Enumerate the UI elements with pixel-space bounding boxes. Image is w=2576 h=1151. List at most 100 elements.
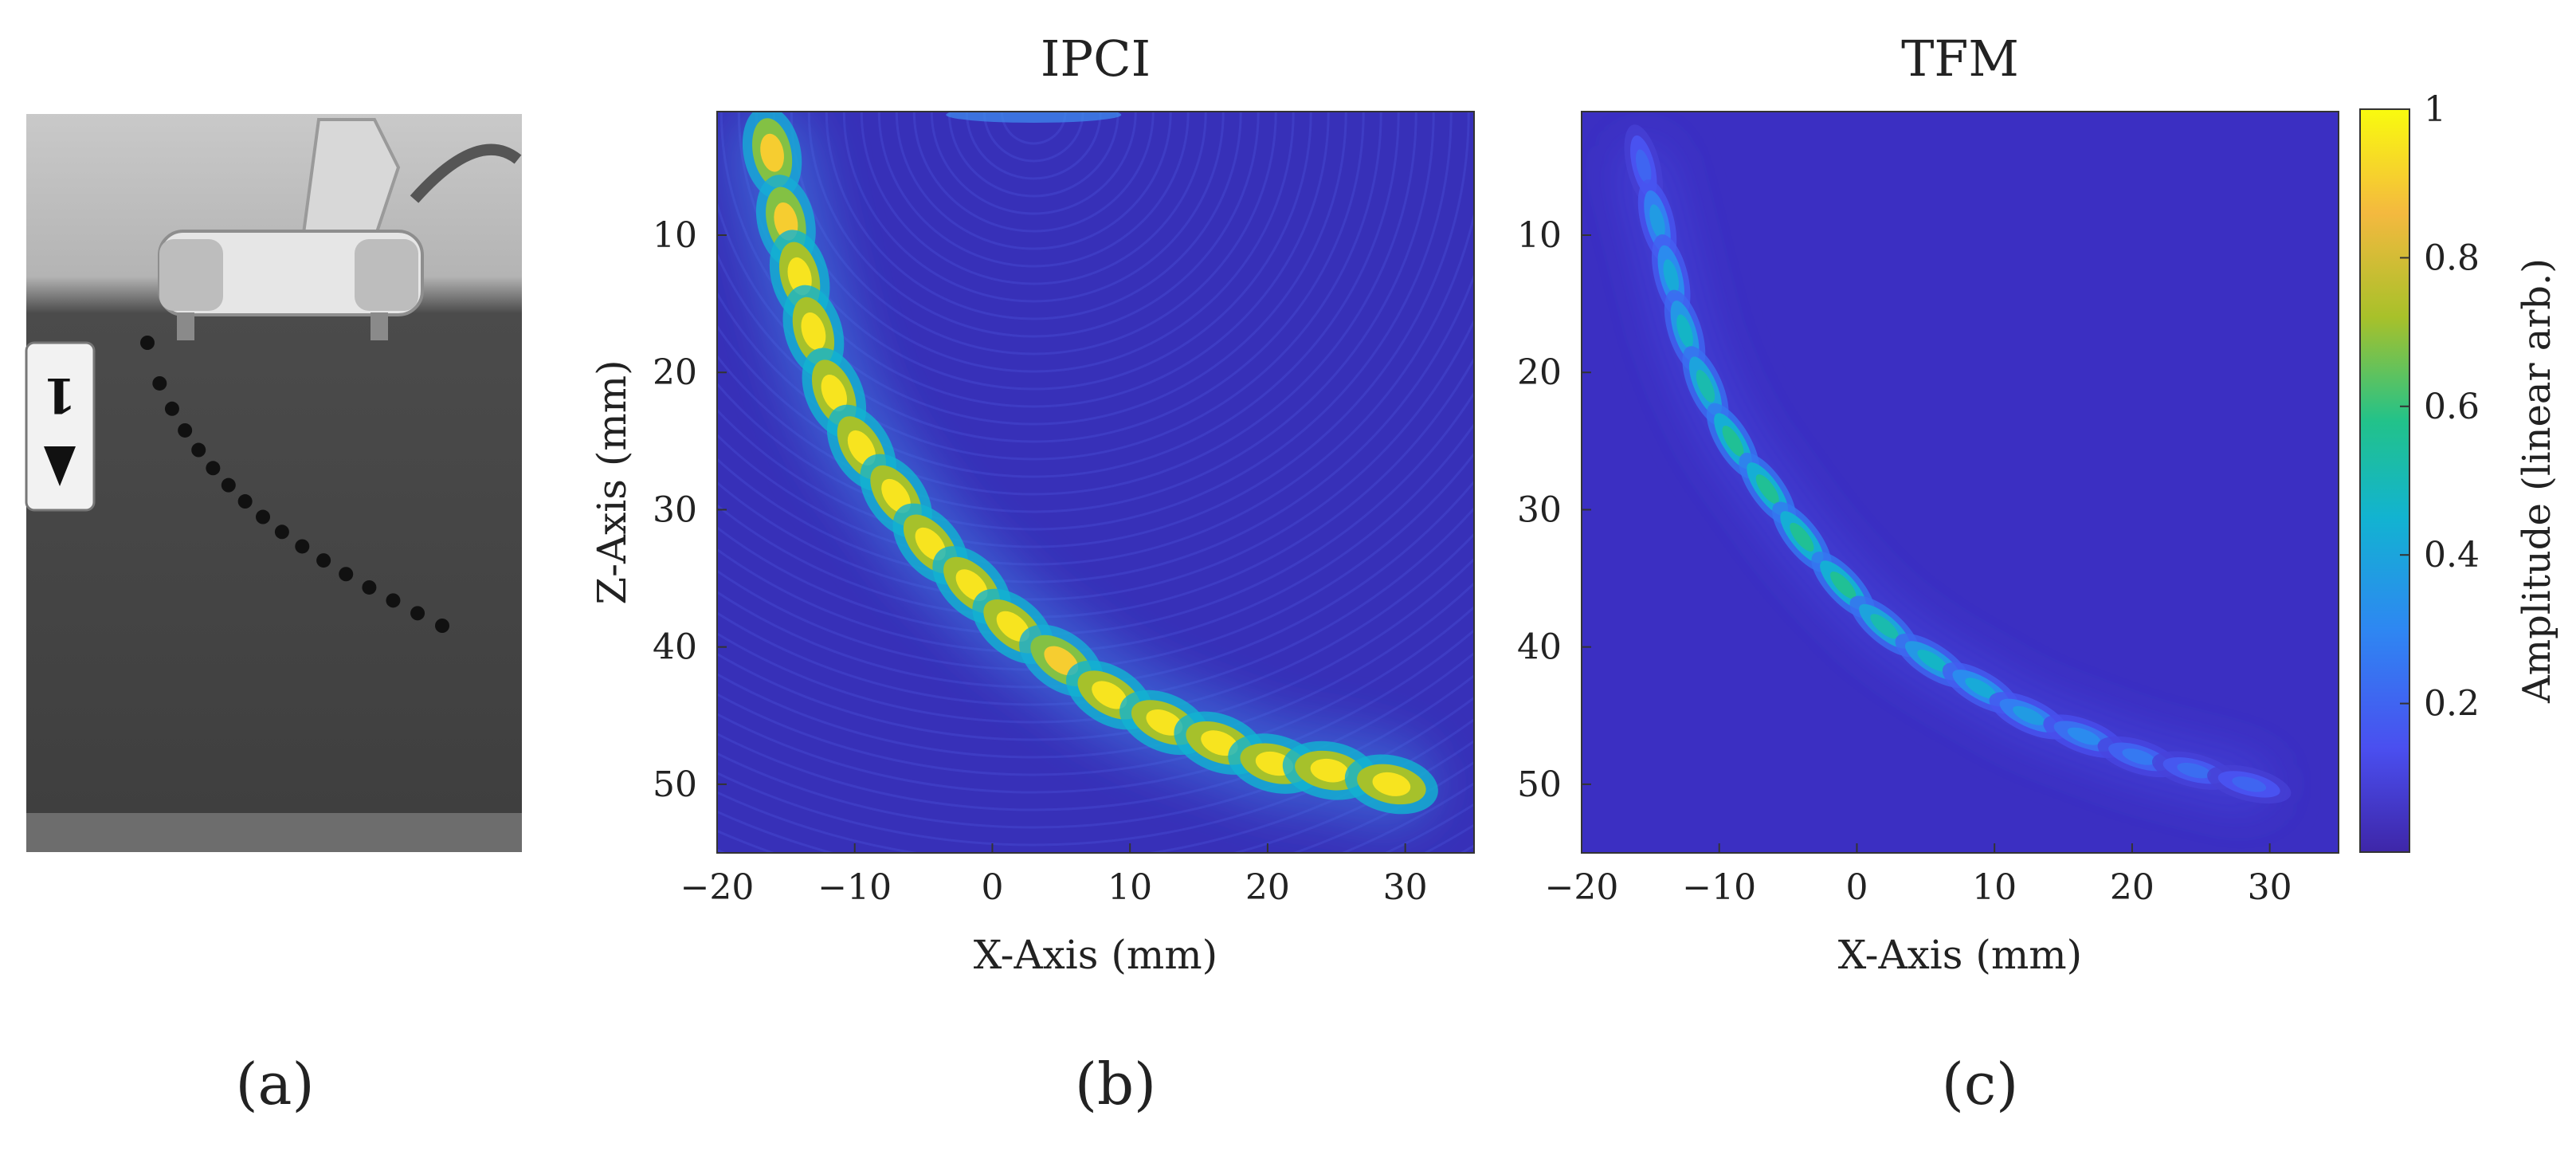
reflector-mark: [742, 112, 802, 200]
colorbar-tick-label: 0.8: [2424, 238, 2480, 278]
x-tick-label: 30: [2248, 867, 2292, 908]
ipci-ylabel: Z-Axis (mm): [589, 359, 635, 604]
ring-artifact: [790, 112, 1277, 356]
side-drilled-holes: [140, 336, 449, 633]
tfm-frame: [1581, 111, 2339, 854]
ring-artifact: [982, 112, 1084, 163]
photo-label-text: 1: [43, 367, 76, 422]
x-tick-label: −20: [680, 867, 755, 908]
y-tick-label: 40: [1517, 627, 1562, 668]
tfm-title: TFM: [1901, 29, 2019, 88]
y-tick-label: 40: [653, 627, 697, 668]
colorbar-tick-label: 1: [2424, 89, 2446, 130]
ring-artifact: [717, 557, 1474, 741]
ring-artifact: [717, 506, 1474, 706]
ring-artifact: [717, 272, 1474, 583]
colorbar-tick-label: 0.4: [2424, 535, 2480, 576]
y-tick-label: 20: [653, 352, 697, 393]
colorbar-tick-label: 0.2: [2424, 684, 2480, 725]
ring-artifact: [807, 112, 1260, 338]
y-tick-label: 20: [1517, 352, 1562, 393]
ring-artifact: [717, 112, 1400, 478]
photo-floor: [26, 813, 522, 852]
ring-artifact: [717, 210, 1474, 566]
tfm-panel: TFM −20 −10 0 10 20 30 10 20 30 40 50 X-Axis (mm): [1517, 29, 2339, 978]
x-tick-label: 10: [1972, 867, 2017, 908]
colorbar-label: Amplitude (linear arb.): [2515, 258, 2559, 704]
ipci-panel: IPCI −20 −10 0 10 20 30 10 20 30 40 50 X-Axis (mm…: [589, 29, 1475, 978]
hole-mark: [362, 579, 377, 595]
ring-artifact: [719, 112, 1347, 426]
ring-artifact: [717, 674, 1474, 829]
top-surface-echo: [946, 112, 1122, 123]
hole-mark: [206, 461, 221, 476]
ring-artifact: [895, 112, 1172, 250]
ring-artifact: [717, 581, 1474, 759]
colorbar-ticks: 0.2 0.4 0.6 0.8 1: [2400, 89, 2480, 725]
tfm-reflectors: [1624, 124, 2292, 804]
y-tick-label: 10: [1517, 215, 1562, 256]
hole-mark: [140, 336, 155, 350]
ring-artifact: [877, 112, 1190, 268]
hole-mark: [237, 494, 253, 509]
x-tick-label: 30: [1383, 867, 1428, 908]
x-tick-label: 0: [981, 867, 1003, 908]
ring-artifact: [772, 112, 1295, 373]
hole-mark: [178, 422, 193, 438]
x-tick-label: −10: [1682, 867, 1756, 908]
y-tick-label: 30: [1517, 489, 1562, 530]
ring-artifact: [717, 112, 1470, 548]
colorbar-gradient: [2359, 108, 2410, 853]
hole-mark: [152, 375, 167, 391]
ipci-xlabel: X-Axis (mm): [974, 932, 1217, 978]
tfm-background: [1582, 112, 2339, 853]
ring-artifact: [1000, 112, 1067, 145]
ring-artifact: [912, 112, 1155, 233]
x-tick-label: 20: [2110, 867, 2155, 908]
hole-mark: [274, 524, 289, 540]
hole-mark: [256, 509, 270, 524]
tfm-y-ticks: 10 20 30 40 50: [1517, 215, 1591, 805]
tfm-xlabel: X-Axis (mm): [1838, 932, 2082, 978]
x-tick-label: −20: [1545, 867, 1619, 908]
hole-mark: [295, 539, 310, 554]
ring-artifact: [860, 112, 1207, 285]
panel-label-c: (c): [1942, 1051, 2019, 1118]
hole-mark: [191, 442, 206, 458]
ipci-frame: [716, 111, 1475, 854]
ipci-title: IPCI: [1041, 29, 1151, 88]
ring-artifact: [947, 112, 1119, 198]
ring-artifact: [717, 651, 1474, 811]
hole-mark: [221, 477, 236, 493]
ring-artifact: [717, 696, 1474, 847]
ipci-y-ticks: 10 20 30 40 50: [653, 215, 727, 805]
ipci-x-ticks: −20 −10 0 10 20 30: [680, 843, 1428, 908]
y-tick-label: 50: [1517, 764, 1562, 805]
ring-artifact: [717, 112, 1417, 496]
ipci-reflectors: [742, 112, 1438, 815]
hole-mark: [339, 567, 354, 582]
y-tick-label: 30: [653, 489, 697, 530]
panel-label-b: (b): [1075, 1051, 1156, 1118]
ring-artifact: [717, 628, 1474, 794]
photo-label-card: 1: [25, 341, 96, 512]
ring-artifact: [717, 112, 1435, 513]
photo-panel: 1: [25, 114, 522, 852]
ring-artifact: [717, 112, 1365, 443]
hole-mark: [164, 401, 179, 416]
x-tick-label: −10: [817, 867, 892, 908]
colorbar: 0.2 0.4 0.6 0.8 1 Amplitude (linear arb.): [2359, 89, 2559, 853]
ring-artifact: [930, 112, 1137, 215]
ring-artifact: [965, 112, 1102, 180]
reflector-mark: [1344, 754, 1438, 815]
hole-mark: [316, 553, 331, 568]
ring-artifact: [737, 112, 1330, 408]
ring-artifact: [717, 532, 1474, 724]
x-tick-label: 0: [1845, 867, 1868, 908]
hole-mark: [435, 619, 449, 633]
reflector-mark: [2207, 764, 2292, 804]
photo-background: [26, 114, 522, 852]
y-tick-label: 10: [653, 215, 697, 256]
ring-artifact: [842, 112, 1225, 303]
ring-artifact: [825, 112, 1242, 320]
